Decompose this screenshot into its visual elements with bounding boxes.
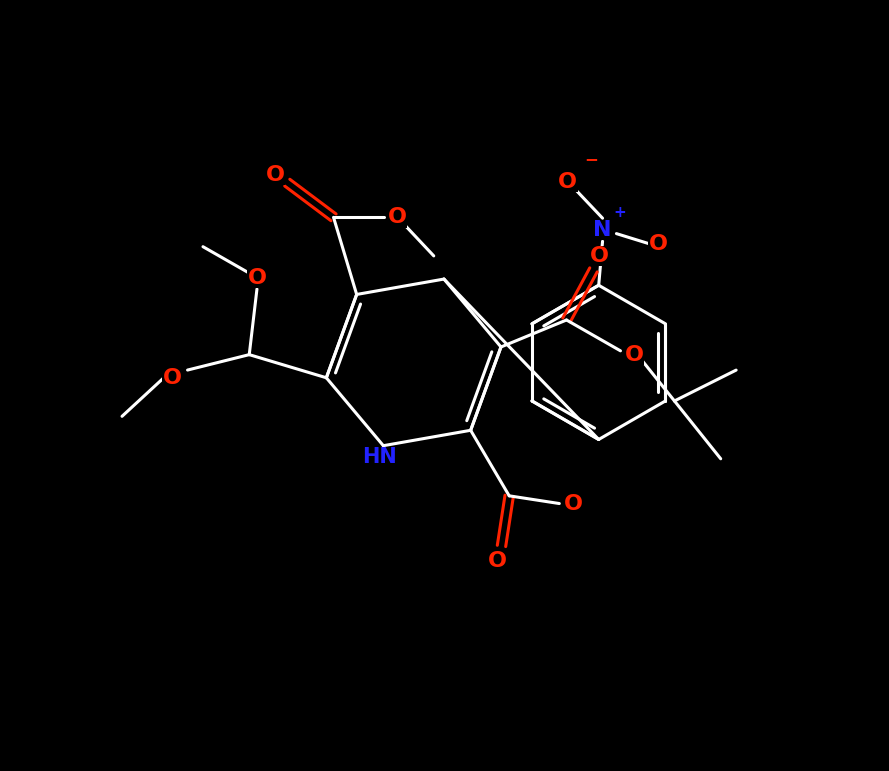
Text: N: N — [593, 220, 612, 240]
Text: HN: HN — [362, 447, 396, 467]
Text: O: O — [558, 172, 577, 192]
Text: O: O — [247, 268, 267, 288]
Text: O: O — [388, 207, 407, 227]
Text: +: + — [613, 205, 626, 221]
Text: O: O — [590, 246, 609, 266]
Text: O: O — [649, 234, 668, 254]
Text: O: O — [163, 368, 181, 388]
Text: −: − — [584, 150, 598, 168]
Text: O: O — [488, 551, 507, 571]
Text: O: O — [564, 493, 582, 513]
Text: O: O — [625, 345, 644, 365]
Text: O: O — [266, 165, 285, 185]
